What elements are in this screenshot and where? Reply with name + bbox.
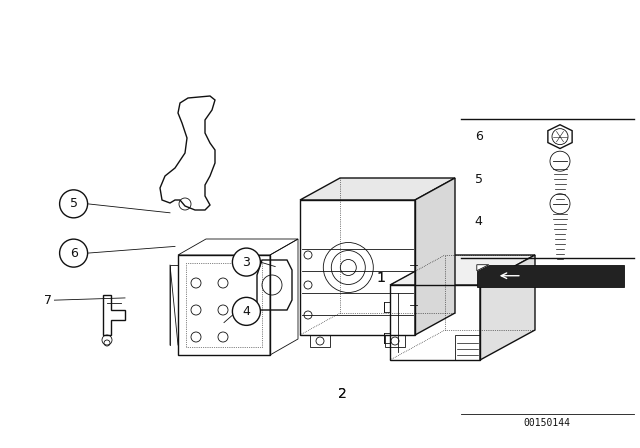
Text: 6: 6	[475, 130, 483, 143]
Polygon shape	[415, 178, 455, 335]
Text: 00150144: 00150144	[524, 418, 571, 428]
Text: 4: 4	[243, 305, 250, 318]
Polygon shape	[300, 178, 455, 200]
Text: 1: 1	[376, 271, 385, 285]
Text: 5: 5	[70, 197, 77, 211]
Polygon shape	[477, 265, 624, 287]
Polygon shape	[477, 265, 489, 271]
Circle shape	[232, 297, 260, 325]
Text: 7: 7	[44, 293, 52, 307]
Circle shape	[60, 190, 88, 218]
Circle shape	[60, 239, 88, 267]
Text: 3: 3	[243, 255, 250, 269]
Text: 2: 2	[338, 387, 347, 401]
Polygon shape	[390, 255, 535, 285]
Polygon shape	[480, 255, 535, 360]
Text: 4: 4	[475, 215, 483, 228]
Text: 5: 5	[475, 172, 483, 186]
Text: 1: 1	[376, 271, 385, 285]
Circle shape	[232, 248, 260, 276]
Text: 2: 2	[338, 387, 347, 401]
Text: 6: 6	[70, 246, 77, 260]
